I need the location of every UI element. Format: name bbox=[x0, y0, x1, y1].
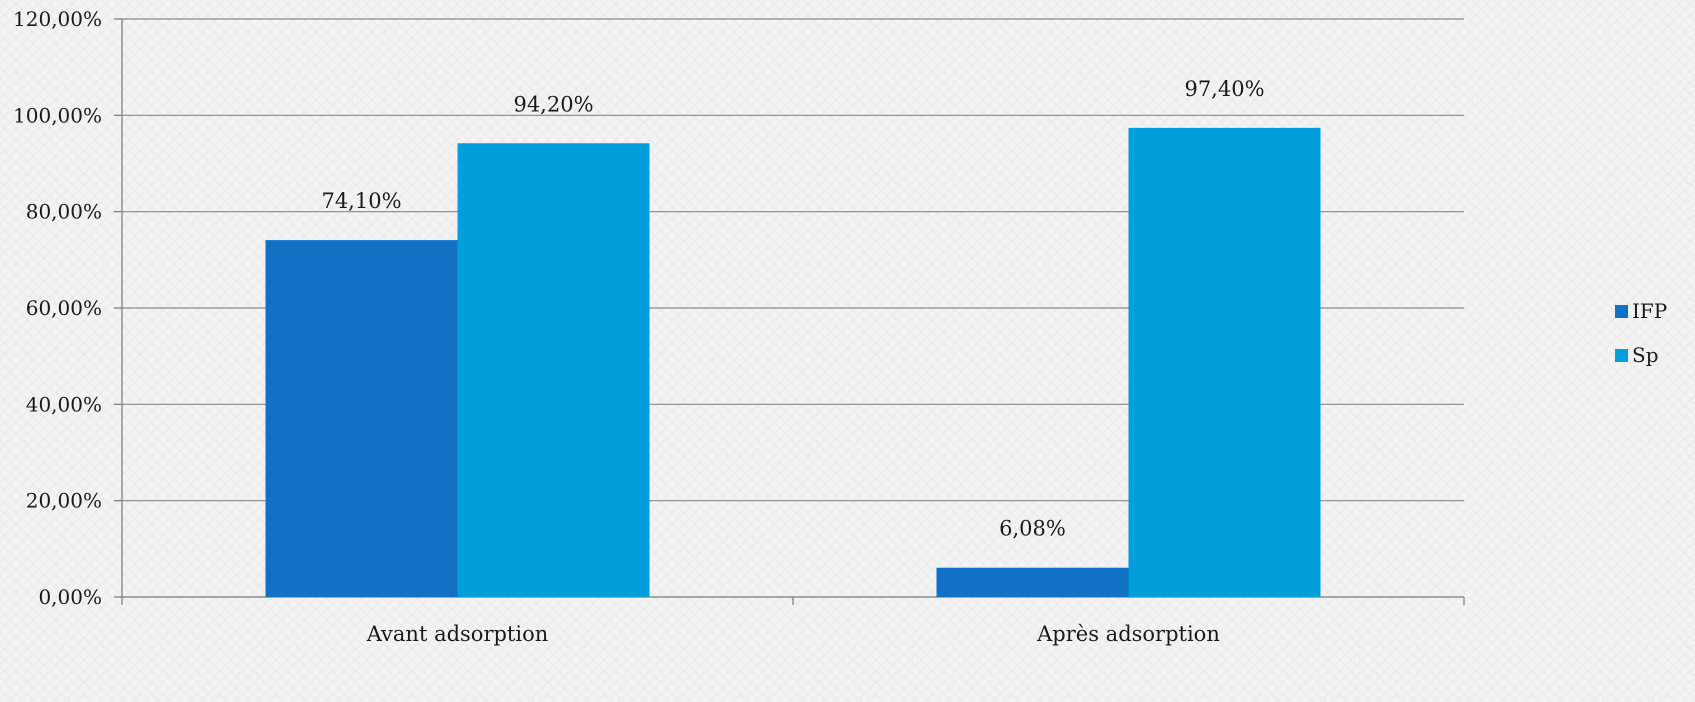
legend-swatch-sp bbox=[1615, 349, 1628, 362]
data-label: 6,08% bbox=[999, 517, 1066, 541]
data-label: 74,10% bbox=[321, 189, 401, 213]
x-category-label: Après adsorption bbox=[1036, 622, 1220, 646]
y-tick-label: 20,00% bbox=[26, 489, 102, 513]
y-tick-label: 60,00% bbox=[26, 296, 102, 320]
y-tick-label: 120,00% bbox=[13, 7, 102, 31]
bar-ifp-2 bbox=[936, 567, 1129, 597]
bar-sp-1 bbox=[457, 143, 650, 597]
bar-sp-2 bbox=[1128, 127, 1321, 598]
legend: IFP Sp bbox=[1615, 299, 1667, 367]
legend-swatch-ifp bbox=[1615, 305, 1628, 318]
y-tick-label: 80,00% bbox=[26, 200, 102, 224]
bar-ifp-1 bbox=[265, 240, 458, 597]
legend-label-sp: Sp bbox=[1632, 343, 1659, 367]
y-tick-label: 0,00% bbox=[38, 585, 102, 609]
y-tick-label: 100,00% bbox=[13, 103, 102, 127]
data-label: 94,20% bbox=[513, 92, 593, 116]
axes: 0,00% 20,00% 40,00% 60,00% 80,00% 100,00% 120,… bbox=[13, 7, 1465, 646]
data-labels: 74,10% 94,20% 6,08% 97,40% bbox=[321, 77, 1264, 541]
bars bbox=[265, 127, 1321, 598]
x-category-label: Avant adsorption bbox=[366, 622, 549, 646]
y-tick-label: 40,00% bbox=[26, 392, 102, 416]
legend-label-ifp: IFP bbox=[1632, 299, 1667, 323]
data-label: 97,40% bbox=[1184, 77, 1264, 101]
